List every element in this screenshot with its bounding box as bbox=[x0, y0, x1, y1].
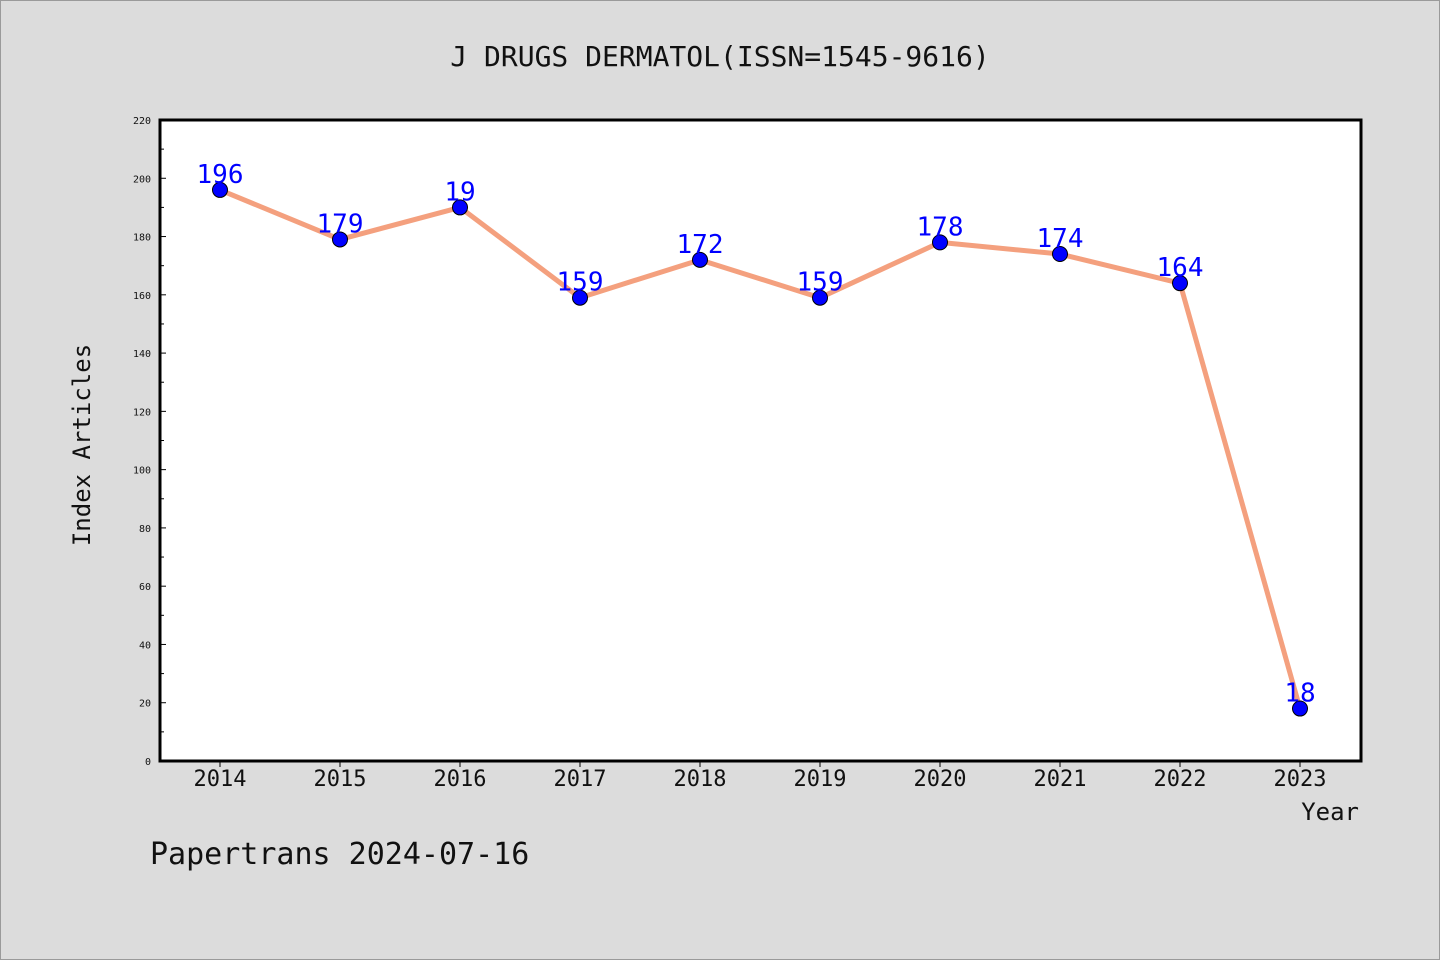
data-point bbox=[812, 289, 828, 306]
x-tick-label: 2020 bbox=[914, 767, 967, 792]
data-label: 178 bbox=[917, 212, 964, 242]
x-tick-label: 2023 bbox=[1274, 767, 1327, 792]
y-tick-label: 40 bbox=[139, 640, 151, 651]
y-tick-label: 80 bbox=[139, 524, 151, 535]
x-tick-label: 2017 bbox=[554, 767, 607, 792]
x-tick-label: 2022 bbox=[1154, 767, 1207, 792]
y-tick-label: 220 bbox=[133, 116, 151, 127]
y-tick-label: 20 bbox=[139, 699, 151, 710]
y-tick-label: 160 bbox=[133, 291, 151, 302]
data-label: 159 bbox=[557, 268, 604, 298]
series-line bbox=[219, 187, 1303, 710]
data-label: 179 bbox=[317, 209, 364, 239]
y-tick-label: 0 bbox=[145, 757, 151, 768]
data-point bbox=[212, 181, 228, 198]
x-axis-ticks: 2014 2015 2016 2017 2018 2019 2020 2021 2022 2023 bbox=[194, 761, 1327, 792]
data-point bbox=[932, 234, 948, 251]
y-tick-label: 140 bbox=[133, 349, 151, 360]
data-label: 196 bbox=[197, 160, 244, 190]
data-label: 172 bbox=[677, 230, 724, 260]
data-point bbox=[332, 231, 348, 248]
y-tick-label: 100 bbox=[133, 466, 151, 477]
data-label: 159 bbox=[797, 268, 844, 298]
y-tick-label: 60 bbox=[139, 582, 151, 593]
x-tick-label: 2016 bbox=[434, 767, 487, 792]
x-tick-label: 2015 bbox=[314, 767, 367, 792]
x-tick-label: 2019 bbox=[794, 767, 847, 792]
data-markers bbox=[212, 181, 1308, 717]
data-label: 164 bbox=[1157, 253, 1204, 283]
data-point bbox=[1052, 246, 1068, 263]
y-axis-title: Index Articles bbox=[68, 344, 96, 546]
x-tick-label: 2014 bbox=[194, 767, 247, 792]
data-labels: 196 179 19 159 172 159 178 174 164 18 bbox=[197, 160, 1316, 709]
data-point bbox=[572, 289, 588, 306]
x-tick-label: 2018 bbox=[674, 767, 727, 792]
data-label: 18 bbox=[1284, 679, 1315, 709]
y-tick-label: 180 bbox=[133, 233, 151, 244]
data-point bbox=[692, 251, 708, 268]
plot-area bbox=[158, 118, 1363, 763]
data-point bbox=[1292, 700, 1308, 717]
data-label: 19 bbox=[444, 177, 475, 207]
x-axis-title: Year bbox=[1301, 798, 1359, 826]
data-label: 174 bbox=[1037, 224, 1084, 254]
y-tick-label: 120 bbox=[133, 407, 151, 418]
footer-stamp: Papertrans 2024-07-16 bbox=[150, 837, 529, 872]
data-point bbox=[452, 199, 468, 216]
y-tick-label: 200 bbox=[133, 174, 151, 185]
data-point bbox=[1172, 275, 1188, 292]
chart-title: J DRUGS DERMATOL(ISSN=1545-9616) bbox=[450, 40, 989, 73]
y-axis-ticks: 0 20 40 60 80 100 120 140 160 180 200 220 bbox=[133, 116, 166, 768]
x-tick-label: 2021 bbox=[1034, 767, 1087, 792]
